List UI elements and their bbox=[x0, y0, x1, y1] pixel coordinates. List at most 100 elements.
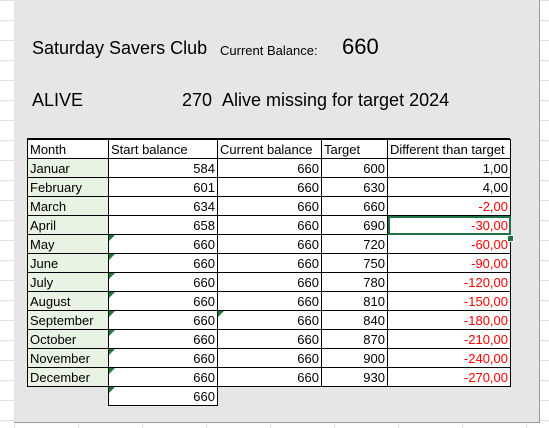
empty-cell[interactable] bbox=[217, 386, 322, 406]
difference-cell[interactable]: -180,00 bbox=[387, 310, 511, 330]
target-cell[interactable]: 810 bbox=[321, 291, 388, 311]
start-balance-value: 660 bbox=[193, 274, 215, 290]
target-cell[interactable]: 690 bbox=[321, 215, 388, 235]
empty-cell[interactable] bbox=[27, 386, 109, 406]
start-balance-value: 660 bbox=[193, 293, 215, 309]
error-indicator-icon bbox=[218, 311, 224, 317]
error-indicator-icon bbox=[109, 368, 115, 374]
target-cell[interactable]: 930 bbox=[321, 367, 388, 387]
start-balance-cell[interactable]: 660 bbox=[108, 234, 218, 254]
difference-cell[interactable]: -120,00 bbox=[387, 272, 511, 292]
col-header-start-balance[interactable]: Start balance bbox=[108, 139, 218, 159]
difference-cell[interactable]: -240,00 bbox=[387, 348, 511, 368]
difference-cell[interactable]: -90,00 bbox=[387, 253, 511, 273]
month-cell[interactable]: November bbox=[27, 348, 109, 368]
current-balance-cell[interactable]: 660 bbox=[217, 367, 322, 387]
col-header-target[interactable]: Target bbox=[321, 139, 388, 159]
month-cell[interactable]: April bbox=[27, 215, 109, 235]
difference-cell[interactable]: -60,00 bbox=[387, 234, 511, 254]
start-balance-cell[interactable]: 601 bbox=[108, 177, 218, 197]
table-row: Januar 584 660 600 1,00 bbox=[27, 158, 511, 178]
target-cell[interactable]: 750 bbox=[321, 253, 388, 273]
current-balance-cell[interactable]: 660 bbox=[217, 196, 322, 216]
savings-table: Month Start balance Current balance Targ… bbox=[27, 139, 511, 406]
current-balance-cell[interactable]: 660 bbox=[217, 348, 322, 368]
difference-cell[interactable]: -2,00 bbox=[387, 196, 511, 216]
error-indicator-icon bbox=[109, 387, 115, 393]
current-balance-label[interactable]: Current Balance: bbox=[220, 43, 318, 58]
current-balance-cell[interactable]: 660 bbox=[217, 272, 322, 292]
col-header-difference[interactable]: Different than target bbox=[387, 139, 511, 159]
empty-cell[interactable] bbox=[321, 386, 388, 406]
target-cell[interactable]: 840 bbox=[321, 310, 388, 330]
start-balance-value: 660 bbox=[193, 350, 215, 366]
error-indicator-icon bbox=[109, 330, 115, 336]
current-balance-value[interactable]: 660 bbox=[342, 34, 379, 59]
table-row: April 658 660 690 -30,00 bbox=[27, 215, 511, 235]
current-balance-cell[interactable]: 660 bbox=[217, 158, 322, 178]
difference-cell[interactable]: -270,00 bbox=[387, 367, 511, 387]
start-balance-cell[interactable]: 660 bbox=[108, 310, 218, 330]
target-cell[interactable]: 900 bbox=[321, 348, 388, 368]
missing-text[interactable]: Alive missing for target 2024 bbox=[222, 90, 450, 110]
empty-cell[interactable] bbox=[387, 386, 511, 406]
difference-cell[interactable]: -210,00 bbox=[387, 329, 511, 349]
month-cell[interactable]: May bbox=[27, 234, 109, 254]
target-cell[interactable]: 870 bbox=[321, 329, 388, 349]
selection-fill-handle[interactable] bbox=[507, 235, 514, 242]
target-cell[interactable]: 600 bbox=[321, 158, 388, 178]
error-indicator-icon bbox=[109, 349, 115, 355]
start-balance-cell[interactable]: 660 bbox=[108, 367, 218, 387]
current-balance-cell[interactable]: 660 bbox=[217, 310, 322, 330]
month-cell[interactable]: December bbox=[27, 367, 109, 387]
month-cell[interactable]: March bbox=[27, 196, 109, 216]
start-balance-value: 660 bbox=[193, 331, 215, 347]
current-balance-value: 660 bbox=[297, 312, 319, 328]
start-balance-cell[interactable]: 660 bbox=[108, 348, 218, 368]
target-cell[interactable]: 720 bbox=[321, 234, 388, 254]
current-balance-cell[interactable]: 660 bbox=[217, 177, 322, 197]
start-balance-cell[interactable]: 658 bbox=[108, 215, 218, 235]
error-indicator-icon bbox=[109, 292, 115, 298]
month-cell[interactable]: October bbox=[27, 329, 109, 349]
target-cell[interactable]: 660 bbox=[321, 196, 388, 216]
error-indicator-icon bbox=[109, 254, 115, 260]
table-row: May 660 660 720 -60,00 bbox=[27, 234, 511, 254]
missing-value[interactable]: 270 bbox=[182, 90, 213, 110]
start-balance-cell[interactable]: 660 bbox=[108, 291, 218, 311]
col-header-current-balance[interactable]: Current balance bbox=[217, 139, 322, 159]
table-row: March 634 660 660 -2,00 bbox=[27, 196, 511, 216]
extra-start-balance-cell[interactable]: 660 bbox=[108, 386, 218, 406]
start-balance-cell[interactable]: 660 bbox=[108, 329, 218, 349]
start-balance-cell[interactable]: 660 bbox=[108, 272, 218, 292]
target-cell[interactable]: 780 bbox=[321, 272, 388, 292]
error-indicator-icon bbox=[109, 273, 115, 279]
current-balance-cell[interactable]: 660 bbox=[217, 291, 322, 311]
month-cell[interactable]: June bbox=[27, 253, 109, 273]
current-balance-cell[interactable]: 660 bbox=[217, 329, 322, 349]
extra-start-balance-value: 660 bbox=[193, 388, 215, 404]
difference-cell[interactable]: 4,00 bbox=[387, 177, 511, 197]
table-row-extra: 660 bbox=[27, 386, 511, 406]
month-cell[interactable]: July bbox=[27, 272, 109, 292]
table-row: October 660 660 870 -210,00 bbox=[27, 329, 511, 349]
difference-cell[interactable]: -150,00 bbox=[387, 291, 511, 311]
target-cell[interactable]: 630 bbox=[321, 177, 388, 197]
current-balance-cell[interactable]: 660 bbox=[217, 234, 322, 254]
col-header-month[interactable]: Month bbox=[27, 139, 109, 159]
alive-label[interactable]: ALIVE bbox=[32, 90, 84, 110]
table-row: September 660 660 840 -180,00 bbox=[27, 310, 511, 330]
month-cell[interactable]: September bbox=[27, 310, 109, 330]
start-balance-cell[interactable]: 634 bbox=[108, 196, 218, 216]
difference-cell[interactable]: -30,00 bbox=[387, 215, 511, 235]
current-balance-cell[interactable]: 660 bbox=[217, 215, 322, 235]
month-cell[interactable]: Januar bbox=[27, 158, 109, 178]
club-title[interactable]: Saturday Savers Club bbox=[32, 38, 208, 58]
start-balance-cell[interactable]: 660 bbox=[108, 253, 218, 273]
difference-cell[interactable]: 1,00 bbox=[387, 158, 511, 178]
month-cell[interactable]: February bbox=[27, 177, 109, 197]
table-header-row: Month Start balance Current balance Targ… bbox=[27, 139, 511, 159]
start-balance-cell[interactable]: 584 bbox=[108, 158, 218, 178]
month-cell[interactable]: August bbox=[27, 291, 109, 311]
current-balance-cell[interactable]: 660 bbox=[217, 253, 322, 273]
